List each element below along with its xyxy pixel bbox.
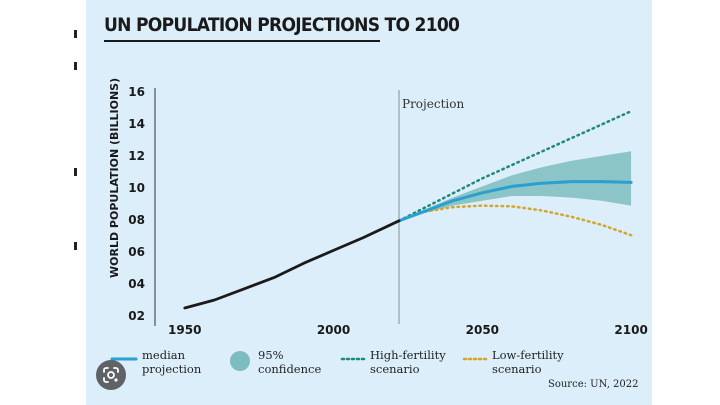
legend-item-median: median projection (142, 348, 201, 376)
legend-label: 95% (258, 348, 284, 362)
edge-mark (74, 62, 77, 70)
title-underline (104, 40, 380, 42)
legend-key-high (340, 357, 368, 361)
legend-label: Low-fertility (492, 348, 564, 362)
y-tick-label: 04 (128, 277, 145, 291)
chart-panel (86, 0, 652, 405)
y-tick-label: 10 (128, 181, 145, 195)
google-lens-button[interactable] (96, 360, 126, 390)
legend-key-low (462, 357, 490, 361)
legend-key-confidence (230, 351, 250, 371)
legend-label: scenario (492, 362, 542, 376)
legend-item-high: High-fertility scenario (370, 348, 446, 376)
x-tick-label: 2100 (614, 323, 647, 337)
legend-label: scenario (370, 362, 420, 376)
legend: median projection 95% confidence High-fe… (0, 348, 720, 398)
y-tick-label: 14 (128, 117, 145, 131)
high-fertility-line (397, 109, 633, 223)
y-tick-label: 02 (128, 309, 145, 323)
low-fertility-line (397, 204, 633, 237)
google-lens-icon (103, 367, 119, 383)
y-tick-label: 06 (128, 245, 145, 259)
chart-axes: 02 04 06 08 10 12 14 16 1950 2000 2050 2100 Projecti… (128, 85, 648, 337)
chart-marks (183, 109, 633, 310)
y-axis-label: WORLD POPULATION (BILLIONS) (108, 78, 121, 278)
legend-label: projection (142, 362, 202, 376)
x-tick-label: 1950 (168, 323, 201, 337)
x-tick-label: 2000 (317, 323, 350, 337)
y-tick-label: 08 (128, 213, 145, 227)
median-projection-line (397, 180, 633, 223)
legend-label: median (142, 348, 186, 362)
legend-item-low: Low-fertility scenario (492, 348, 564, 376)
edge-mark (74, 242, 77, 250)
projection-label: Projection (402, 97, 464, 111)
legend-key-median (110, 357, 138, 361)
chart-title: UN POPULATION PROJECTIONS TO 2100 (104, 14, 460, 36)
historical-line (183, 219, 401, 310)
legend-item-confidence: 95% confidence (258, 348, 321, 376)
y-tick-label: 16 (128, 85, 145, 99)
legend-label: High-fertility (370, 348, 446, 362)
x-tick-label: 2050 (466, 323, 499, 337)
source-note: Source: UN, 2022 (548, 379, 639, 390)
edge-mark (74, 30, 77, 38)
legend-label: confidence (258, 362, 322, 376)
y-tick-label: 12 (128, 149, 145, 163)
edge-mark (74, 168, 77, 176)
